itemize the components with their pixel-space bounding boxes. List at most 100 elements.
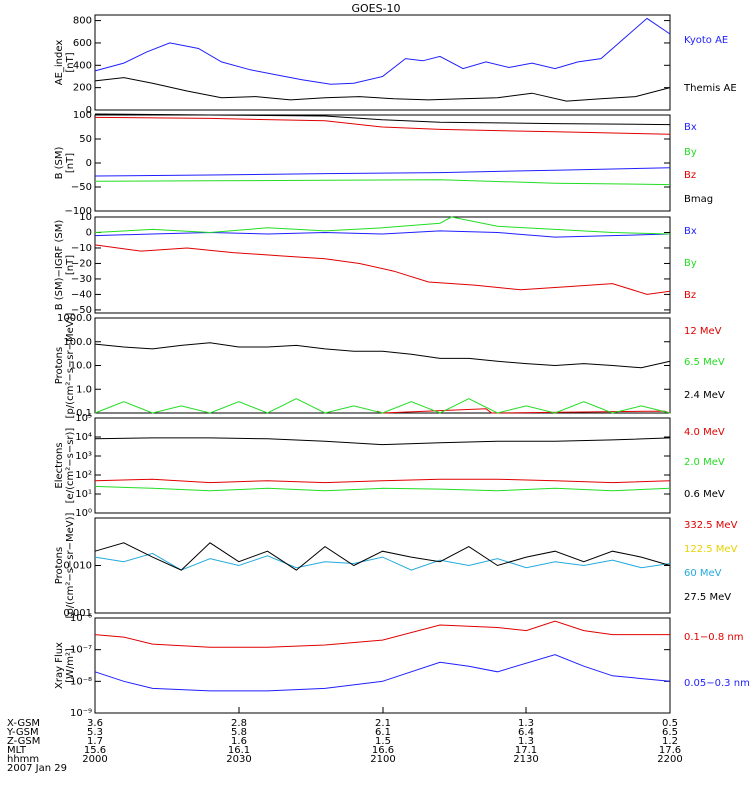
legend-entry: Bz xyxy=(684,290,696,301)
legend-entry: 122.5 MeV xyxy=(684,544,738,555)
y-tick-label: −30 xyxy=(71,274,92,285)
x-row-value: 15.6 xyxy=(84,745,106,756)
x-row-value: 2130 xyxy=(513,754,538,765)
series-line-27-5-mev xyxy=(94,542,671,571)
y-tick-label: −100 xyxy=(65,206,92,217)
x-row-value: 2.8 xyxy=(231,718,247,729)
y-axis-label: Protons xyxy=(54,547,65,584)
y-tick-label: 1000.0 xyxy=(57,313,92,324)
y-tick-label: 10 xyxy=(79,212,92,223)
legend-entry: Bz xyxy=(684,170,696,181)
series-line-kyoto-ae xyxy=(94,17,671,85)
x-row-value: 17.1 xyxy=(515,745,537,756)
y-tick-label: 100 xyxy=(73,110,92,121)
y-axis-label: Protons xyxy=(54,347,65,384)
legend-entry: Bmag xyxy=(684,194,713,205)
panel-frame xyxy=(94,216,671,314)
x-row-value: 1.3 xyxy=(518,718,534,729)
x-row-value: 6.4 xyxy=(518,727,534,738)
x-row-value: 16.1 xyxy=(228,745,250,756)
series-line-bx xyxy=(94,167,671,177)
legend-entry: 0.05−0.3 nm xyxy=(684,678,750,689)
y-tick-label: 10⁴ xyxy=(75,432,92,443)
y-tick-label: 100.0 xyxy=(63,337,92,348)
y-tick-label: 0.010 xyxy=(63,561,92,572)
x-row-value: 17.6 xyxy=(659,745,681,756)
x-row-value: 6.5 xyxy=(662,727,678,738)
series-line-0-05-0-3-nm xyxy=(94,654,671,692)
panel-frame xyxy=(94,114,671,212)
series-line-60-mev xyxy=(94,552,671,571)
x-row-value: 0.5 xyxy=(662,718,678,729)
y-axis-label: [p/(cm²−s−sr−MeV)] xyxy=(65,512,76,618)
series-line-by xyxy=(94,216,671,235)
panel-frame xyxy=(94,617,671,714)
y-axis-label: [nT] xyxy=(65,52,76,72)
y-axis-label: [e/(cm²−s−sr)] xyxy=(65,428,76,504)
y-axis-label: [nT] xyxy=(65,255,76,275)
legend-entry: By xyxy=(684,147,697,158)
series-line-bx xyxy=(94,230,671,238)
x-row-value: 5.8 xyxy=(231,727,247,738)
y-tick-label: 10³ xyxy=(75,451,92,462)
x-row-value: 2100 xyxy=(370,754,395,765)
y-tick-label: 600 xyxy=(73,38,92,49)
chart-title: GOES-10 xyxy=(351,2,400,15)
x-row-label: MLT xyxy=(7,745,27,756)
legend-entry: 27.5 MeV xyxy=(684,592,731,603)
legend-entry: Kyoto AE xyxy=(684,35,728,46)
y-tick-label: −50 xyxy=(71,305,92,316)
series-line-by xyxy=(94,179,671,186)
y-axis-label: AE_index xyxy=(54,40,65,86)
series-line-2-0-mev xyxy=(94,485,671,492)
panel-frame xyxy=(94,14,671,111)
x-axis-table: X-GSM 3.6 2.8 2.1 1.3 0.5 Y-GSM 5.3 5.8 6.1 6.4 6.5… xyxy=(6,707,683,774)
legend-entry: Themis AE xyxy=(683,83,737,94)
legend-entry: Bx xyxy=(684,226,697,237)
y-tick-label: 50 xyxy=(79,134,92,145)
panel-bsm: −100 −50 0 50 100 B (SM) [nT] Bx By Bz Bmag xyxy=(54,110,713,217)
y-tick-label: 10⁰ xyxy=(75,508,92,519)
y-tick-label: 10⁻⁷ xyxy=(70,645,92,656)
series-line-themis-ae xyxy=(94,77,671,102)
legend-entry: 12 MeV xyxy=(684,326,722,337)
legend-entry: 2.0 MeV xyxy=(684,457,725,468)
y-tick-label: 10⁻⁸ xyxy=(70,676,92,687)
y-axis-label: B (SM) xyxy=(54,146,65,179)
x-row-label: Y-GSM xyxy=(6,727,39,738)
panel-frame xyxy=(94,417,671,514)
y-axis-label: B (SM)−IGRF (SM) xyxy=(54,220,65,311)
x-row-value: 2200 xyxy=(657,754,682,765)
y-tick-label: 10⁵ xyxy=(75,413,92,424)
legend-entry: 6.5 MeV xyxy=(684,357,725,368)
panel-electrons: 10⁰ 10¹ 10² 10³ 10⁴ 10⁵ Electrons [e/(cm²−s−sr)… xyxy=(54,413,725,519)
legend-entry: Bx xyxy=(684,122,697,133)
y-tick-label: 200 xyxy=(73,83,92,94)
x-row-value: 1.2 xyxy=(662,736,678,747)
y-tick-label: 10.0 xyxy=(70,361,92,372)
y-tick-label: 10² xyxy=(75,470,92,481)
panel-bigrf: −50 −40 −30 −20 −10 0 10 B (SM)−IGRF (SM) [nT] Bx… xyxy=(54,212,697,316)
panel-xray: 10⁻⁹ 10⁻⁸ 10⁻⁷ 10⁻⁶ Xray Flux [W/m²] 0.1−0.8 n… xyxy=(54,613,750,719)
series-line-0-1-0-8-nm xyxy=(94,620,670,648)
legend-entry: By xyxy=(684,258,697,269)
y-tick-label: −50 xyxy=(71,182,92,193)
legend-entry: 0.6 MeV xyxy=(684,489,725,500)
y-tick-label: 10⁻⁹ xyxy=(70,708,92,719)
y-axis-label: [nT] xyxy=(65,153,76,173)
legend-entry: 0.1−0.8 nm xyxy=(684,632,743,643)
y-tick-label: 0 xyxy=(86,158,92,169)
x-row-value: 3.6 xyxy=(87,718,103,729)
y-tick-label: 0.1 xyxy=(76,408,92,419)
x-row-value: 1.3 xyxy=(518,736,534,747)
series-line-bmag xyxy=(94,113,671,126)
legend-entry: 2.4 MeV xyxy=(684,390,725,401)
x-row-value: 1.6 xyxy=(231,736,247,747)
y-tick-label: −20 xyxy=(71,258,92,269)
series-line-2-4-mev xyxy=(94,342,671,369)
y-tick-label: −40 xyxy=(71,289,92,300)
x-row-value: 2.1 xyxy=(375,718,391,729)
x-row-label: hhmm xyxy=(7,754,39,765)
